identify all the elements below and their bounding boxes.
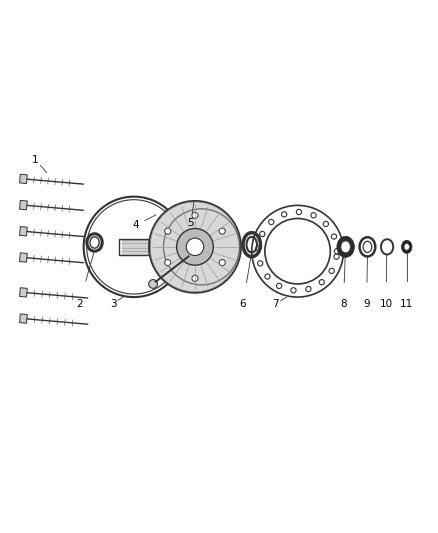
Polygon shape xyxy=(20,174,27,183)
Text: 10: 10 xyxy=(380,298,393,309)
Text: 8: 8 xyxy=(340,298,347,309)
Polygon shape xyxy=(20,314,27,323)
Polygon shape xyxy=(20,288,27,297)
Ellipse shape xyxy=(404,244,410,250)
Text: 5: 5 xyxy=(187,218,194,228)
Text: 2: 2 xyxy=(76,298,83,309)
Polygon shape xyxy=(20,200,27,209)
Circle shape xyxy=(219,228,225,234)
Text: 11: 11 xyxy=(400,298,413,309)
Circle shape xyxy=(192,212,198,219)
Circle shape xyxy=(149,201,241,293)
Circle shape xyxy=(177,229,213,265)
Ellipse shape xyxy=(402,240,412,253)
Text: 1: 1 xyxy=(32,155,39,165)
Circle shape xyxy=(192,275,198,281)
Text: 7: 7 xyxy=(272,298,279,309)
Polygon shape xyxy=(20,253,27,262)
Ellipse shape xyxy=(341,241,350,253)
Text: 3: 3 xyxy=(110,298,117,309)
Circle shape xyxy=(165,228,171,234)
Polygon shape xyxy=(20,227,27,236)
Text: 4: 4 xyxy=(133,220,139,230)
Text: 9: 9 xyxy=(363,298,370,309)
Text: 6: 6 xyxy=(240,298,246,309)
Circle shape xyxy=(165,260,171,265)
Circle shape xyxy=(149,280,157,288)
Circle shape xyxy=(219,260,225,265)
Circle shape xyxy=(186,238,204,256)
Ellipse shape xyxy=(337,236,354,257)
